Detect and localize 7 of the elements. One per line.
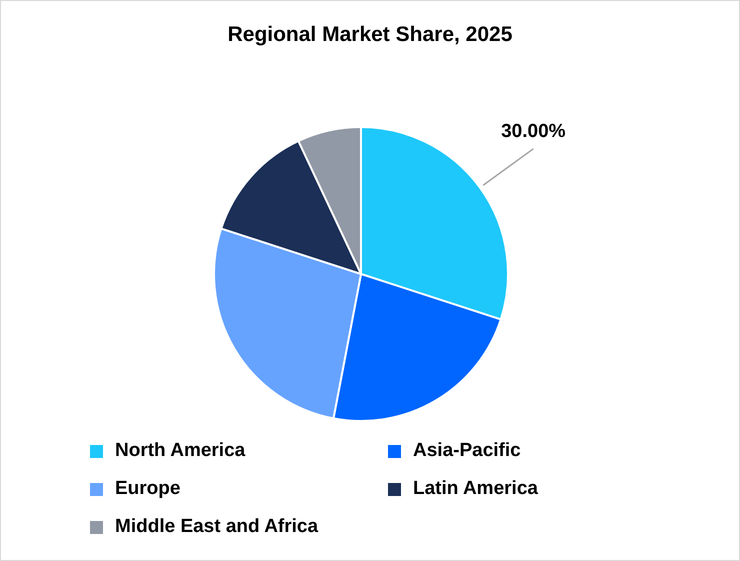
legend-label: Latin America	[413, 478, 538, 500]
legend-label: Asia-Pacific	[413, 440, 521, 462]
legend-label: Middle East and Africa	[115, 516, 318, 538]
chart-title: Regional Market Share, 2025	[226, 23, 514, 47]
legend-label: Europe	[115, 478, 180, 500]
data-label: 30.00%	[501, 120, 566, 142]
legend-label: North America	[115, 440, 246, 462]
